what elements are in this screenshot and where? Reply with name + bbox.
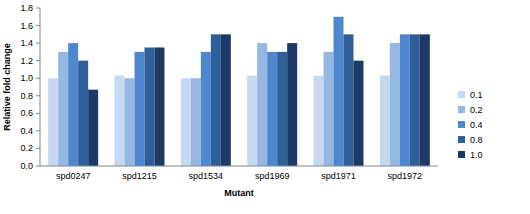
y-axis xyxy=(40,8,41,166)
bar xyxy=(88,90,98,166)
bar xyxy=(420,34,430,166)
bar xyxy=(211,34,221,166)
y-tick-label: 0.8 xyxy=(20,91,33,101)
bar xyxy=(334,17,344,166)
bar xyxy=(115,76,125,166)
bar xyxy=(191,78,201,166)
bar xyxy=(344,34,354,166)
bar xyxy=(247,76,257,166)
legend-label: 0.8 xyxy=(470,135,483,145)
legend-label: 0.2 xyxy=(470,105,483,115)
bar xyxy=(48,78,58,166)
bar xyxy=(390,43,400,166)
x-tick-label: spd1969 xyxy=(255,171,290,181)
bar xyxy=(410,34,420,166)
bar xyxy=(221,34,231,166)
legend-label: 0.1 xyxy=(470,90,483,100)
legend-swatch xyxy=(458,136,465,143)
legend-swatch xyxy=(458,91,465,98)
chart: 0.0 0.2 0.4 0.6 0.8 1.0 1.2 1.4 1.6 1.8 spd0247 spd… xyxy=(0,0,530,214)
y-tick-label: 0.2 xyxy=(20,143,33,153)
bar xyxy=(181,78,191,166)
y-tick xyxy=(36,43,40,44)
bar xyxy=(287,43,297,166)
bar xyxy=(400,34,410,166)
bar xyxy=(257,43,267,166)
y-tick xyxy=(36,148,40,149)
y-tick-label: 1.6 xyxy=(20,21,33,31)
x-axis xyxy=(40,166,438,167)
y-tick-label: 0.0 xyxy=(20,161,33,171)
x-tick-label: spd1971 xyxy=(321,171,356,181)
y-tick xyxy=(36,25,40,26)
bar xyxy=(58,52,68,166)
bar xyxy=(145,48,155,167)
x-tick-label: spd1972 xyxy=(388,171,423,181)
y-tick xyxy=(36,113,40,114)
legend-label: 1.0 xyxy=(470,150,483,160)
y-tick-label: 1.8 xyxy=(20,3,33,13)
bar xyxy=(380,76,390,166)
bar xyxy=(125,78,135,166)
y-tick xyxy=(36,8,40,9)
bar xyxy=(201,52,211,166)
bar xyxy=(267,52,277,166)
bar xyxy=(324,52,334,166)
bar xyxy=(277,52,287,166)
legend-swatch xyxy=(458,121,465,128)
bar xyxy=(78,61,88,166)
bars xyxy=(48,17,430,166)
x-tick-label: spd1534 xyxy=(189,171,224,181)
y-tick xyxy=(36,78,40,79)
legend-swatch xyxy=(458,106,465,113)
y-tick xyxy=(36,166,40,167)
y-tick-label: 0.4 xyxy=(20,126,33,136)
bar xyxy=(68,43,78,166)
y-tick xyxy=(36,60,40,61)
bar xyxy=(135,52,145,166)
x-tick-label: spd1215 xyxy=(122,171,157,181)
y-tick-label: 1.4 xyxy=(20,38,33,48)
y-tick xyxy=(36,95,40,96)
x-axis-title: Mutant xyxy=(224,188,254,198)
y-tick-label: 0.6 xyxy=(20,108,33,118)
y-tick-label: 1.0 xyxy=(20,73,33,83)
legend-label: 0.4 xyxy=(470,120,483,130)
bar xyxy=(314,76,324,166)
y-axis-title: Relative fold change xyxy=(2,43,12,131)
y-tick xyxy=(36,130,40,131)
x-tick-label: spd0247 xyxy=(56,171,91,181)
legend-swatch xyxy=(458,151,465,158)
y-tick-label: 1.2 xyxy=(20,56,33,66)
bar xyxy=(354,61,364,166)
bar xyxy=(155,48,165,167)
